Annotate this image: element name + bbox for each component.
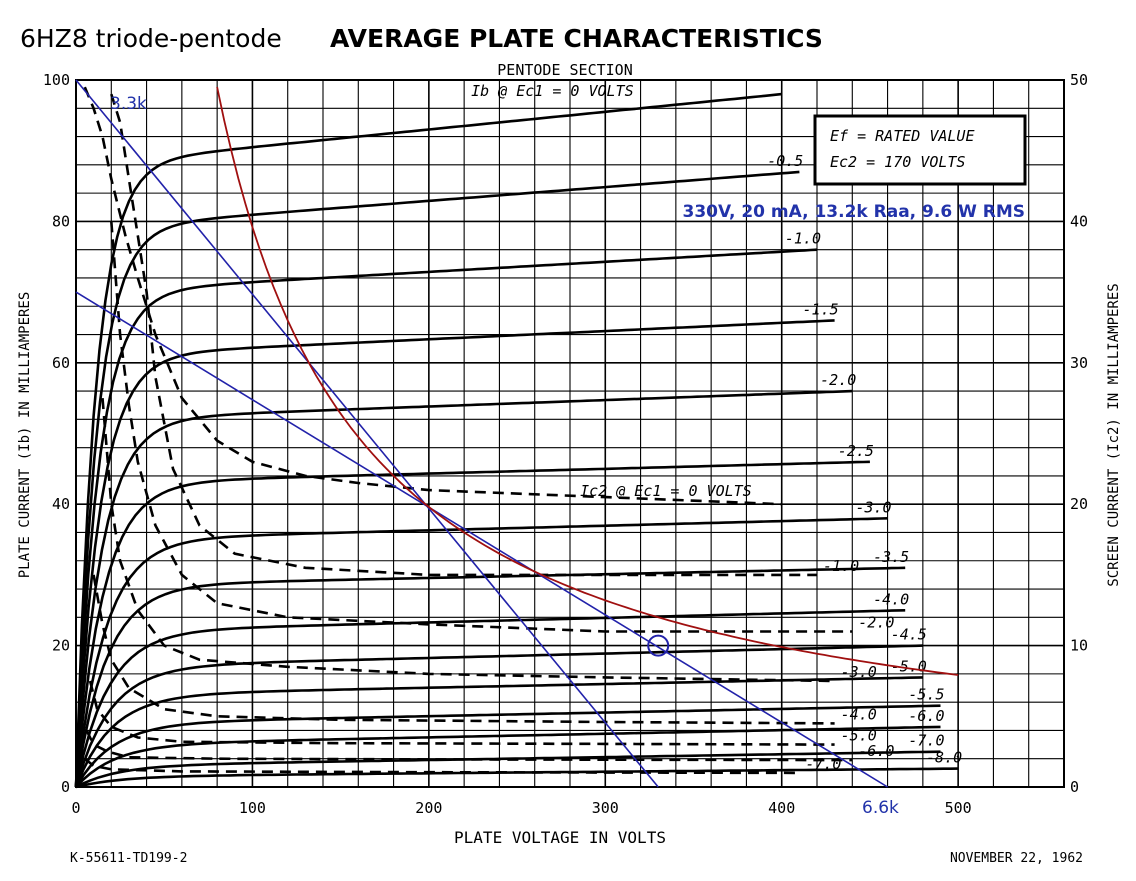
x-tick-label: 500	[945, 799, 972, 817]
plate-curve	[74, 609, 906, 788]
plate-curve	[74, 319, 835, 788]
condition-ec2: Ec2 = 170 VOLTS	[830, 153, 965, 171]
y2-tick-label: 10	[1070, 637, 1088, 655]
load-line-6k6-label: 6.6k	[862, 798, 899, 818]
screen-curve	[101, 397, 835, 683]
x-tick-label: 200	[415, 799, 442, 817]
plate-curve-label: -2.5	[838, 442, 874, 460]
screen-curve-label: -7.0	[805, 755, 841, 773]
plate-curve	[74, 566, 906, 788]
load-line	[75, 291, 889, 788]
axes	[75, 79, 1065, 788]
screen-curve	[88, 680, 835, 746]
screen-curve	[110, 221, 853, 633]
y-tick-label: 80	[52, 212, 70, 230]
x-tick-label: 0	[71, 799, 80, 817]
section-label: PENTODE SECTION	[497, 61, 632, 79]
load-line-3k3-label: 3.3k	[110, 94, 147, 114]
plate-curve	[74, 389, 853, 788]
y2-tick-label: 0	[1070, 778, 1079, 796]
plate-curve	[75, 725, 941, 788]
y2-tick-label: 40	[1070, 212, 1088, 230]
tick-labels: 0 100 200 300 400 500 0 20 40 60 80 100 0 10 20 30 40 50	[43, 71, 1088, 817]
plate-curve	[74, 704, 941, 788]
screen-curve	[83, 86, 782, 506]
plate-curve-label: -3.5	[873, 548, 909, 566]
screen-curves: Ic2 @ Ec1 = 0 VOLTS-1.0-2.0-3.0-4.0-5.0-…	[83, 86, 894, 775]
y2-tick-label: 30	[1070, 354, 1088, 372]
y2-tick-label: 20	[1070, 495, 1088, 513]
plate-curves: Ib @ Ec1 = 0 VOLTS -0.5 -1.0 -1.5 -2.0 -2.5 -3…	[74, 82, 962, 789]
y-tick-label: 20	[52, 637, 70, 655]
plate-curve-label: -1.5	[803, 300, 839, 318]
plate-curve	[74, 170, 800, 788]
plate-curve-label: -0.5	[767, 152, 803, 170]
y-axis-label-left: PLATE CURRENT (Ib) IN MILLIAMPERES	[17, 292, 33, 579]
plate-curve-label: -5.0	[891, 657, 927, 675]
plate-curve	[74, 460, 870, 788]
plate-curve	[74, 517, 888, 788]
screen-curve	[110, 93, 817, 577]
y-tick-label: 40	[52, 495, 70, 513]
conditions-box: Ef = RATED VALUE Ec2 = 170 VOLTS	[813, 114, 1027, 186]
footer-date: NOVEMBER 22, 1962	[950, 851, 1083, 866]
chart-title-bold: AVERAGE PLATE CHARACTERISTICS	[330, 24, 823, 53]
y2-tick-label: 50	[1070, 71, 1088, 89]
operating-point-marker	[647, 634, 670, 657]
plate-curve-label: -7.0	[908, 732, 944, 750]
plot-frame	[75, 79, 1065, 788]
plate-curve-label: -4.5	[891, 626, 927, 644]
screen-curve-label: -6.0	[858, 742, 894, 760]
plate-curve	[74, 644, 923, 788]
plate-curve-label: -6.0	[908, 707, 944, 725]
screen-curve-label: -1.0	[823, 557, 859, 575]
plate-curve	[75, 767, 959, 789]
footer-drawing-number: K-55611-TD199-2	[70, 851, 187, 866]
y-tick-label: 60	[52, 354, 70, 372]
y-tick-label: 100	[43, 71, 70, 89]
plate-curve-label: Ib @ Ec1 = 0 VOLTS	[471, 82, 634, 100]
x-tick-label: 100	[239, 799, 266, 817]
screen-curve	[92, 574, 835, 725]
x-axis-label: PLATE VOLTAGE IN VOLTS	[454, 828, 666, 847]
plate-curve-label: -8.0	[926, 749, 962, 767]
y-axis-label-right: SCREEN CURRENT (Ic2) IN MILLIAMPERES	[1106, 283, 1122, 586]
conditions-frame	[813, 114, 1027, 186]
x-tick-label: 400	[768, 799, 795, 817]
plate-curve-label: -5.5	[908, 686, 944, 704]
x-tick-label: 300	[592, 799, 619, 817]
screen-curve-label: Ic2 @ Ec1 = 0 VOLTS	[580, 482, 752, 500]
overlays	[75, 79, 959, 788]
operating-point-annotation: 330V, 20 mA, 13.2k Raa, 9.6 W RMS	[683, 202, 1026, 222]
plate-curve-label: -1.0	[785, 230, 821, 248]
grid	[75, 79, 1065, 788]
plate-curve-label: -3.0	[855, 498, 891, 516]
plate-curve	[74, 676, 923, 788]
plate-curve-label: -4.0	[873, 590, 909, 608]
plate-curve	[75, 750, 941, 789]
screen-curve-label: -3.0	[841, 663, 877, 681]
dissipation-curve	[216, 86, 959, 676]
load-line	[75, 79, 659, 788]
plate-curve-label: -2.0	[820, 371, 856, 389]
screen-curve-label: -4.0	[841, 705, 877, 723]
plate-curve	[74, 92, 782, 788]
chart-title-plain: 6HZ8 triode-pentode	[20, 24, 282, 53]
y-tick-label: 0	[61, 778, 70, 796]
condition-ef: Ef = RATED VALUE	[830, 127, 975, 145]
screen-curve-label: -5.0	[841, 727, 877, 745]
plate-curve	[74, 248, 818, 788]
screen-curve-label: -2.0	[858, 613, 894, 631]
